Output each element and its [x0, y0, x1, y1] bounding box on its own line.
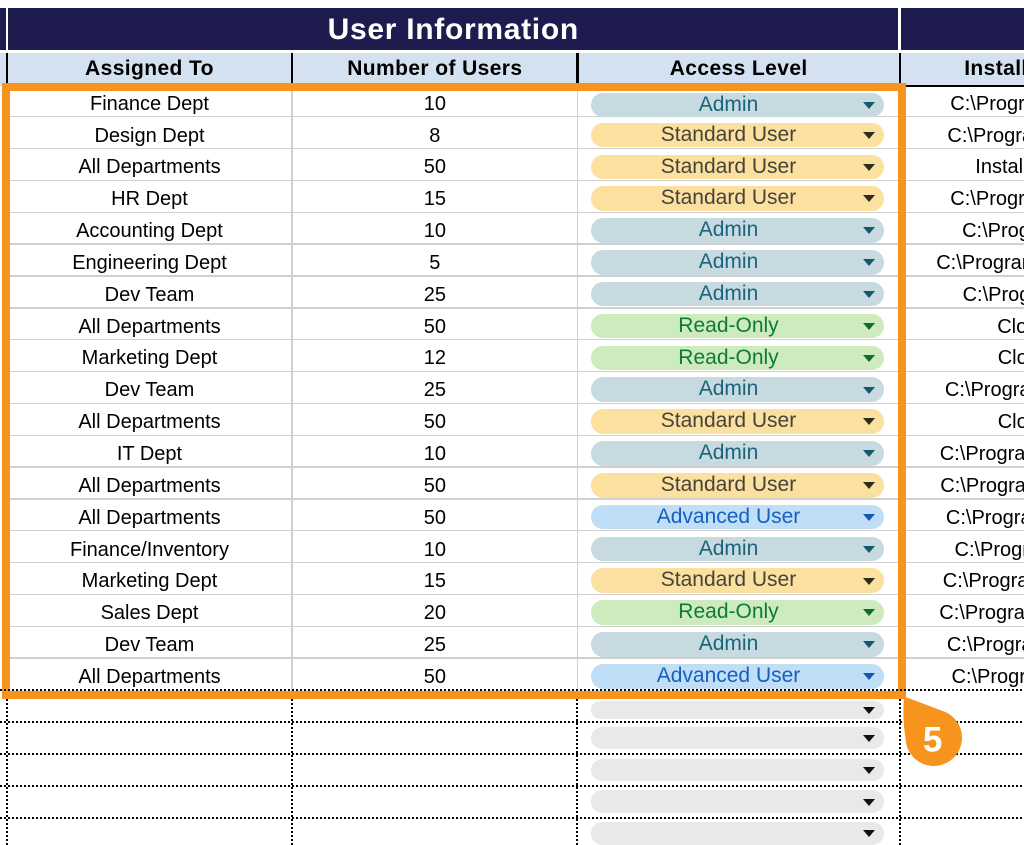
svg-text:5: 5	[923, 720, 942, 759]
